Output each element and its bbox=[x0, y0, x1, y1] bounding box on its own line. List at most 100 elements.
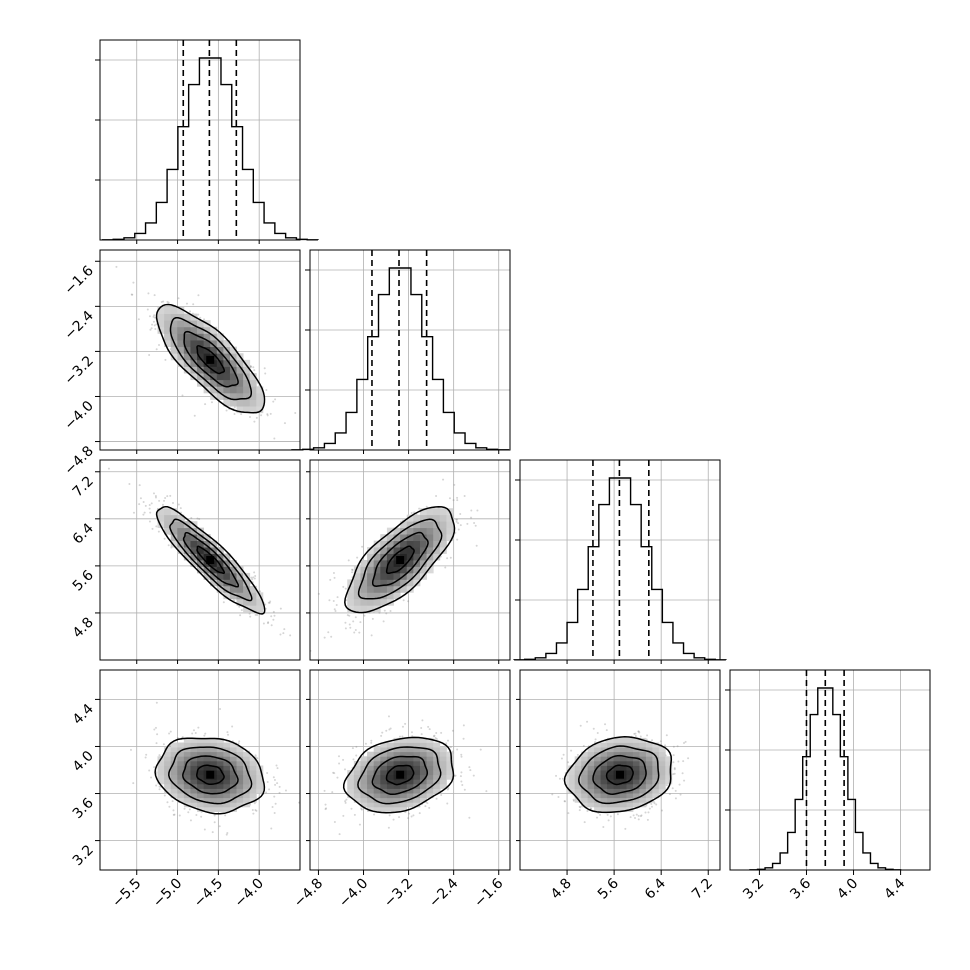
density-cell bbox=[353, 760, 361, 766]
scatter-point bbox=[161, 503, 164, 506]
density-cell bbox=[380, 585, 388, 593]
scatter-point bbox=[647, 811, 650, 814]
scatter-point bbox=[266, 413, 269, 416]
scatter-point bbox=[607, 819, 610, 822]
density-cell bbox=[229, 774, 237, 780]
scatter-point bbox=[138, 503, 141, 506]
scatter-point bbox=[456, 499, 459, 502]
density-cell bbox=[594, 779, 601, 785]
density-cell bbox=[386, 572, 394, 580]
density-cell bbox=[587, 751, 595, 757]
contour-3-1-level-3 bbox=[342, 736, 455, 814]
scatter-point bbox=[347, 559, 350, 562]
density-cell bbox=[236, 366, 244, 374]
scatter-point bbox=[158, 785, 161, 788]
density-cell bbox=[386, 760, 394, 766]
density-cell bbox=[177, 770, 185, 776]
contour-3-0-level-1 bbox=[182, 755, 239, 795]
density-cell bbox=[419, 508, 427, 516]
density-cell bbox=[353, 774, 361, 780]
density-cell bbox=[243, 783, 251, 789]
density-cell bbox=[197, 737, 205, 743]
density-cell bbox=[197, 760, 205, 766]
scatter-point bbox=[327, 631, 330, 634]
contour-3-1-level-1 bbox=[371, 755, 429, 796]
density-cell bbox=[223, 340, 231, 348]
density-cell bbox=[393, 572, 401, 580]
panel-content-2-0 bbox=[100, 460, 300, 660]
density-cell bbox=[216, 386, 224, 394]
density-cell bbox=[380, 774, 388, 780]
scatter-point bbox=[269, 412, 272, 415]
density-cell bbox=[439, 527, 447, 535]
scatter-point bbox=[163, 794, 166, 797]
density-cell bbox=[426, 547, 434, 554]
scatter-point bbox=[408, 812, 411, 815]
density-cell bbox=[210, 340, 218, 348]
density-cell bbox=[360, 793, 368, 799]
density-cell bbox=[229, 566, 237, 574]
scatter-point bbox=[332, 599, 335, 602]
x-tick-label-3-2: 4.0 bbox=[834, 876, 861, 903]
density-cell bbox=[183, 747, 191, 753]
density-cell bbox=[210, 802, 218, 808]
scatter-point bbox=[146, 308, 149, 311]
density-cell bbox=[367, 806, 375, 812]
scatter-point bbox=[344, 801, 347, 804]
scatter-point bbox=[269, 600, 272, 603]
density-cell bbox=[347, 783, 355, 789]
scatter-point bbox=[254, 575, 257, 578]
density-cell bbox=[373, 566, 381, 574]
density-cell bbox=[360, 592, 368, 600]
panel-2-0-frame bbox=[99, 459, 301, 661]
density-cell bbox=[229, 760, 237, 766]
density-cell bbox=[243, 379, 251, 387]
density-cell bbox=[574, 793, 582, 799]
density-cell bbox=[620, 760, 627, 766]
density-cell bbox=[665, 765, 673, 771]
density-cell bbox=[223, 756, 231, 762]
density-cell bbox=[600, 756, 608, 762]
scatter-point bbox=[268, 788, 271, 791]
density-cell bbox=[400, 737, 408, 743]
density-cell bbox=[170, 788, 178, 794]
density-cell bbox=[223, 783, 231, 789]
density-cell bbox=[433, 747, 441, 753]
density-cell bbox=[249, 756, 257, 762]
density-cell bbox=[249, 379, 257, 387]
scatter-point bbox=[651, 739, 654, 742]
scatter-point bbox=[129, 748, 132, 751]
density-cell bbox=[426, 742, 434, 748]
scatter-point bbox=[462, 724, 465, 727]
density-cell bbox=[413, 737, 421, 743]
density-cell bbox=[581, 802, 589, 808]
scatter-point bbox=[150, 327, 153, 330]
density-cell bbox=[216, 783, 224, 789]
density-cell bbox=[183, 770, 191, 776]
scatter-point bbox=[128, 483, 131, 486]
density-cell bbox=[190, 534, 198, 541]
density-cell bbox=[613, 779, 621, 785]
density-cell bbox=[574, 783, 582, 789]
density-cell bbox=[367, 560, 375, 567]
density-cell bbox=[216, 747, 224, 753]
density-cell bbox=[380, 793, 388, 799]
density-cell bbox=[433, 547, 441, 554]
density-cell bbox=[639, 751, 647, 757]
density-cell bbox=[419, 547, 427, 554]
density-cell bbox=[216, 366, 224, 374]
scatter-point bbox=[479, 748, 482, 751]
density-cell bbox=[607, 806, 614, 812]
density-cell bbox=[380, 572, 388, 580]
density-cell bbox=[183, 742, 191, 748]
scatter-point bbox=[355, 745, 358, 748]
density-cell bbox=[170, 527, 178, 535]
density-cell bbox=[652, 760, 660, 766]
density-cell bbox=[190, 765, 198, 771]
scatter-point bbox=[252, 812, 255, 815]
contour-1-0-level-2 bbox=[169, 317, 253, 401]
density-cell bbox=[216, 566, 224, 574]
density-cell bbox=[353, 566, 361, 574]
density-cell bbox=[600, 797, 608, 803]
scatter-point bbox=[160, 300, 163, 303]
